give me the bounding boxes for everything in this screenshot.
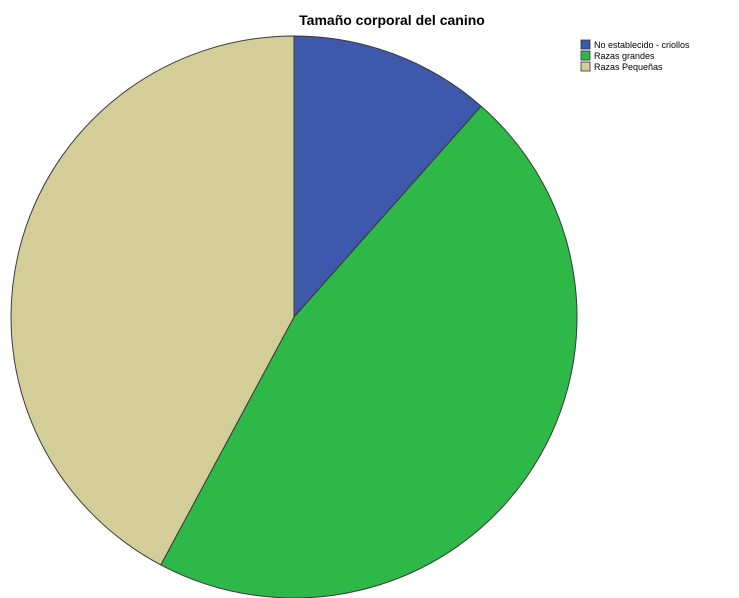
legend-swatch-2 (580, 50, 591, 61)
pie-slices (10, 35, 578, 598)
pie-slice-1 (293, 35, 482, 318)
legend-label-3: Razas Pequeñas (594, 62, 663, 72)
legend-swatch-1 (580, 39, 591, 50)
legend-swatch-3 (580, 61, 591, 72)
legend-label-1: No establecido - criollos (594, 40, 690, 50)
pie-slice-3 (10, 35, 295, 566)
chart-title: Tamaño corporal del canino (299, 12, 485, 28)
legend-label-2: Razas grandes (594, 51, 655, 61)
pie-slice-2 (160, 105, 578, 598)
